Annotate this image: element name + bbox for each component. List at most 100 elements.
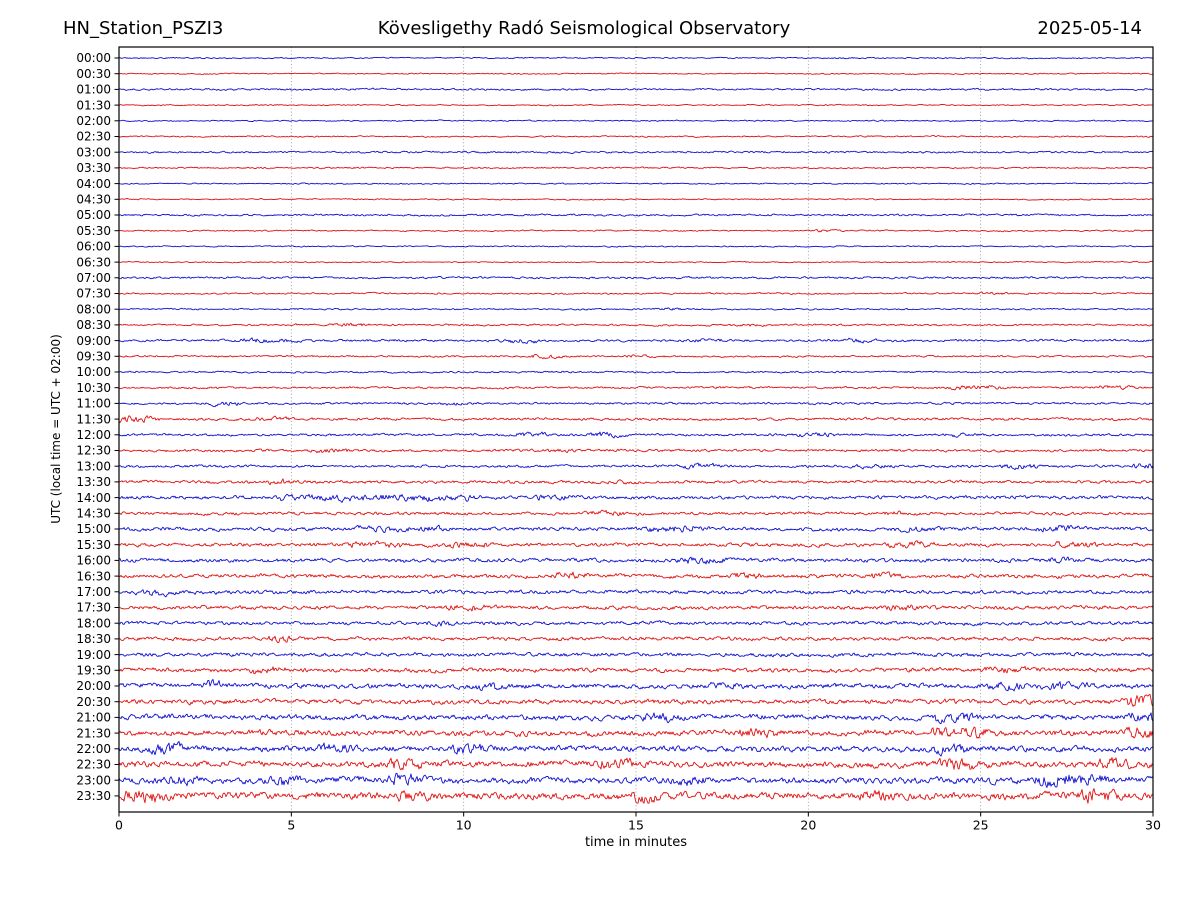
trace-1630 [119,571,1153,580]
trace-0730 [119,291,1153,295]
y-tick-label: 00:00 [76,51,111,65]
y-tick-label: 10:00 [76,365,111,379]
trace-group [119,56,1153,804]
station-title: HN_Station_PSZI3 [63,18,224,39]
x-tick-label: 0 [115,818,123,833]
date-title: 2025-05-14 [1037,18,1142,39]
y-tick-label: 06:00 [76,240,111,254]
trace-2330 [119,788,1153,804]
trace-0500 [119,213,1153,217]
trace-2000 [119,678,1153,692]
y-tick-label: 14:00 [76,491,111,505]
y-tick-label: 20:00 [76,679,111,693]
trace-1500 [119,524,1153,534]
y-tick-label: 05:30 [76,224,111,238]
y-tick-label: 15:30 [76,538,111,552]
y-tick-label: 19:30 [76,664,111,678]
y-tick-label: 21:00 [76,711,111,725]
x-tick-label: 5 [287,818,295,833]
y-tick-label: 02:00 [76,114,111,128]
trace-0230 [119,135,1153,138]
observatory-title: Kövesligethy Radó Seismological Observat… [377,18,791,39]
trace-1230 [119,448,1153,454]
trace-0100 [119,87,1153,92]
trace-1700 [119,589,1153,598]
y-tick-label: 13:30 [76,475,111,489]
y-tick-label: 21:30 [76,726,111,740]
trace-2030 [119,693,1153,707]
y-tick-label: 12:00 [76,428,111,442]
trace-1000 [119,370,1153,374]
trace-0700 [119,275,1153,280]
trace-0130 [119,103,1153,107]
trace-2130 [119,726,1153,739]
y-tick-label: 23:30 [76,789,111,803]
y-tick-label: 00:30 [76,67,111,81]
y-tick-label: 09:30 [76,350,111,364]
y-tick-label: 11:30 [76,412,111,426]
trace-2200 [119,741,1153,757]
y-tick-label: 17:30 [76,601,111,615]
trace-0000 [119,56,1153,60]
trace-1200 [119,431,1153,439]
y-tick-label: 04:30 [76,193,111,207]
x-tick-label: 15 [628,818,644,833]
trace-1930 [119,665,1153,675]
y-tick-label: 06:30 [76,255,111,269]
trace-0900 [119,337,1153,344]
y-tick-label: 11:00 [76,397,111,411]
trace-0600 [119,245,1153,248]
trace-0630 [119,260,1153,264]
x-axis-label: time in minutes [584,835,688,850]
y-tick-label: 07:30 [76,287,111,301]
trace-0530 [119,229,1153,233]
y-tick-label: 08:30 [76,318,111,332]
trace-1100 [119,401,1153,408]
trace-1900 [119,651,1153,658]
trace-1030 [119,385,1153,391]
y-tick-label: 18:00 [76,616,111,630]
y-tick-label: 09:00 [76,334,111,348]
trace-1600 [119,556,1153,565]
y-axis-label: UTC (local time = UTC + 02:00) [49,334,63,524]
y-tick-label: 13:00 [76,459,111,473]
y-tick-label: 15:00 [76,522,111,536]
y-tick-label: 12:30 [76,444,111,458]
trace-0400 [119,182,1153,185]
y-tick-label: 20:30 [76,695,111,709]
trace-1130 [119,415,1153,424]
x-tick-label: 25 [973,818,989,833]
y-tick-label: 22:00 [76,742,111,756]
y-tick-label: 03:30 [76,161,111,175]
y-tick-label: 18:30 [76,632,111,646]
trace-1530 [119,540,1153,549]
trace-0300 [119,150,1153,154]
x-tick-label: 30 [1145,818,1161,833]
trace-0800 [119,307,1153,311]
y-tick-label: 01:30 [76,98,111,112]
y-tick-label: 04:00 [76,177,111,191]
trace-0330 [119,166,1153,170]
trace-2230 [119,757,1153,771]
y-tick-label: 03:00 [76,145,111,159]
trace-0200 [119,119,1153,123]
y-tick-label: 16:00 [76,554,111,568]
y-tick-label: 22:30 [76,758,111,772]
y-tick-label: 16:30 [76,569,111,583]
trace-0830 [119,322,1153,327]
y-tick-label: 14:30 [76,507,111,521]
x-tick-label: 20 [800,818,816,833]
x-axis-ticks: 0 5 10 15 20 25 30 [115,812,1161,833]
y-tick-label: 08:00 [76,302,111,316]
y-tick-label: 23:00 [76,773,111,787]
trace-1800 [119,620,1153,628]
trace-0030 [119,72,1153,76]
trace-1730 [119,604,1153,612]
y-tick-label: 01:00 [76,83,111,97]
trace-2100 [119,712,1153,725]
trace-0930 [119,353,1153,360]
y-tick-label: 07:00 [76,271,111,285]
